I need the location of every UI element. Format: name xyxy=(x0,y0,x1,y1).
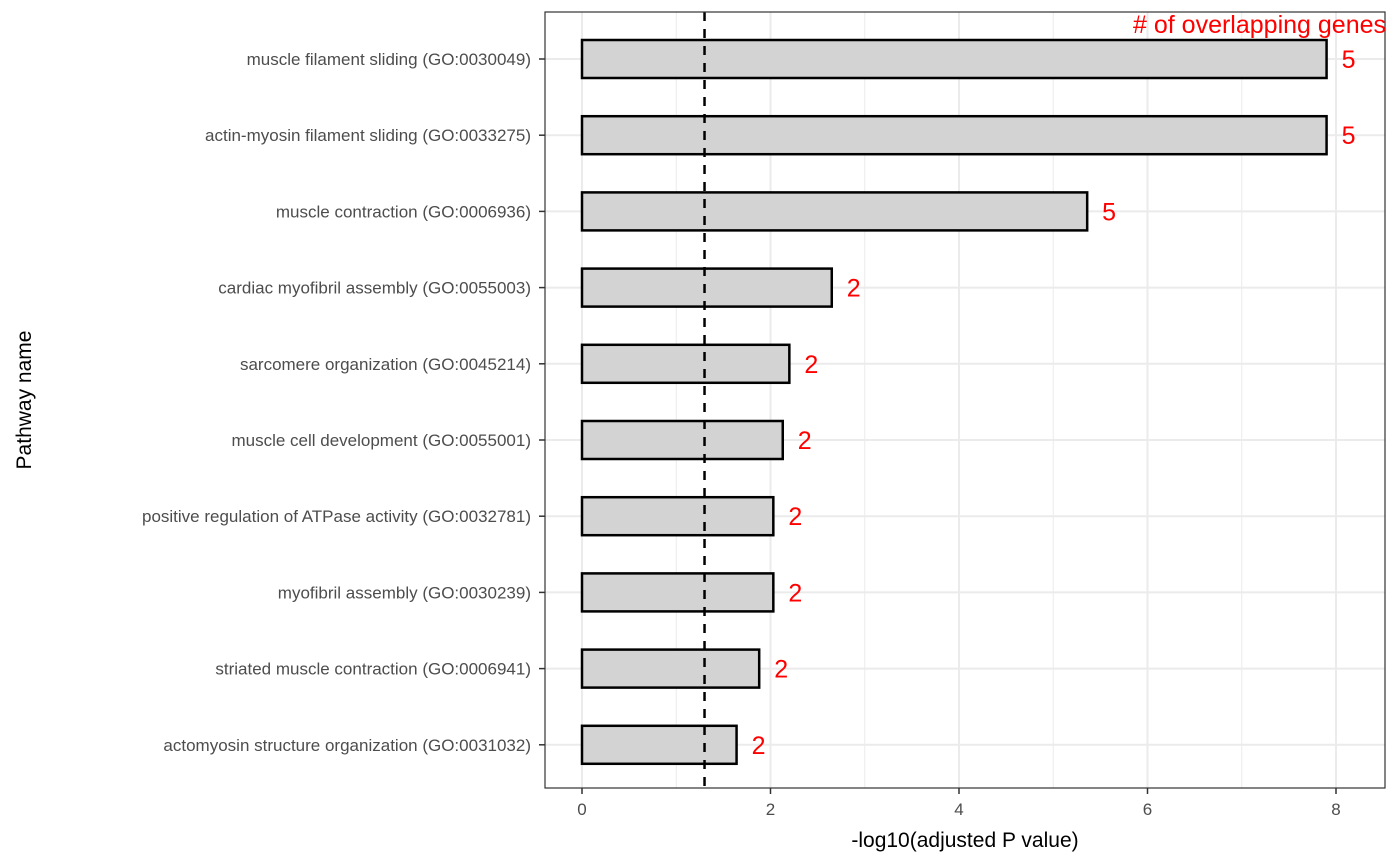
bar xyxy=(580,724,738,766)
bar xyxy=(580,267,834,308)
count-label: 2 xyxy=(804,351,818,379)
x-tick-label: 4 xyxy=(954,800,963,819)
count-label: 2 xyxy=(798,427,812,455)
count-label: 5 xyxy=(1342,122,1356,150)
count-labels: 5 5 5 2 2 2 2 2 2 2 xyxy=(752,46,1356,760)
bar xyxy=(580,495,775,537)
bar xyxy=(580,191,1089,232)
y-tick-label: actomyosin structure organization (GO:00… xyxy=(163,736,531,755)
x-tick-label: 8 xyxy=(1331,800,1340,819)
bar xyxy=(580,419,785,461)
bar xyxy=(580,343,791,385)
bars xyxy=(580,38,1328,766)
y-tick-label: muscle contraction (GO:0006936) xyxy=(276,202,531,221)
bar xyxy=(580,648,761,689)
y-tick-label: striated muscle contraction (GO:0006941) xyxy=(215,660,531,679)
y-tick-label: muscle cell development (GO:0055001) xyxy=(231,431,531,450)
x-axis-ticks: 0 2 4 6 8 xyxy=(577,788,1341,819)
y-tick-label: cardiac myofibril assembly (GO:0055003) xyxy=(218,279,531,298)
count-label: 2 xyxy=(847,275,861,303)
y-tick-label: myofibril assembly (GO:0030239) xyxy=(278,583,531,602)
x-tick-label: 0 xyxy=(577,800,586,819)
count-label: 5 xyxy=(1342,46,1356,74)
annotation-title: # of overlapping genes xyxy=(1133,11,1386,39)
y-tick-label: positive regulation of ATPase activity (… xyxy=(142,507,531,526)
bar xyxy=(580,572,775,613)
panel-border xyxy=(544,11,1386,789)
y-axis-title: Pathway name xyxy=(13,331,36,470)
x-tick-label: 6 xyxy=(1143,800,1152,819)
y-tick-label: sarcomere organization (GO:0045214) xyxy=(240,355,531,374)
y-tick-label: muscle filament sliding (GO:0030049) xyxy=(247,50,531,69)
x-tick-label: 2 xyxy=(766,800,775,819)
count-label: 2 xyxy=(788,579,802,607)
y-axis-ticks: muscle filament sliding (GO:0030049) acti… xyxy=(142,50,545,755)
count-label: 2 xyxy=(788,503,802,531)
bar xyxy=(580,38,1328,80)
bar xyxy=(580,114,1328,156)
count-label: 2 xyxy=(752,732,766,760)
y-tick-label: actin-myosin filament sliding (GO:003327… xyxy=(205,126,531,145)
count-label: 2 xyxy=(774,656,788,684)
x-axis-title: -log10(adjusted P value) xyxy=(851,829,1078,852)
count-label: 5 xyxy=(1102,198,1116,226)
